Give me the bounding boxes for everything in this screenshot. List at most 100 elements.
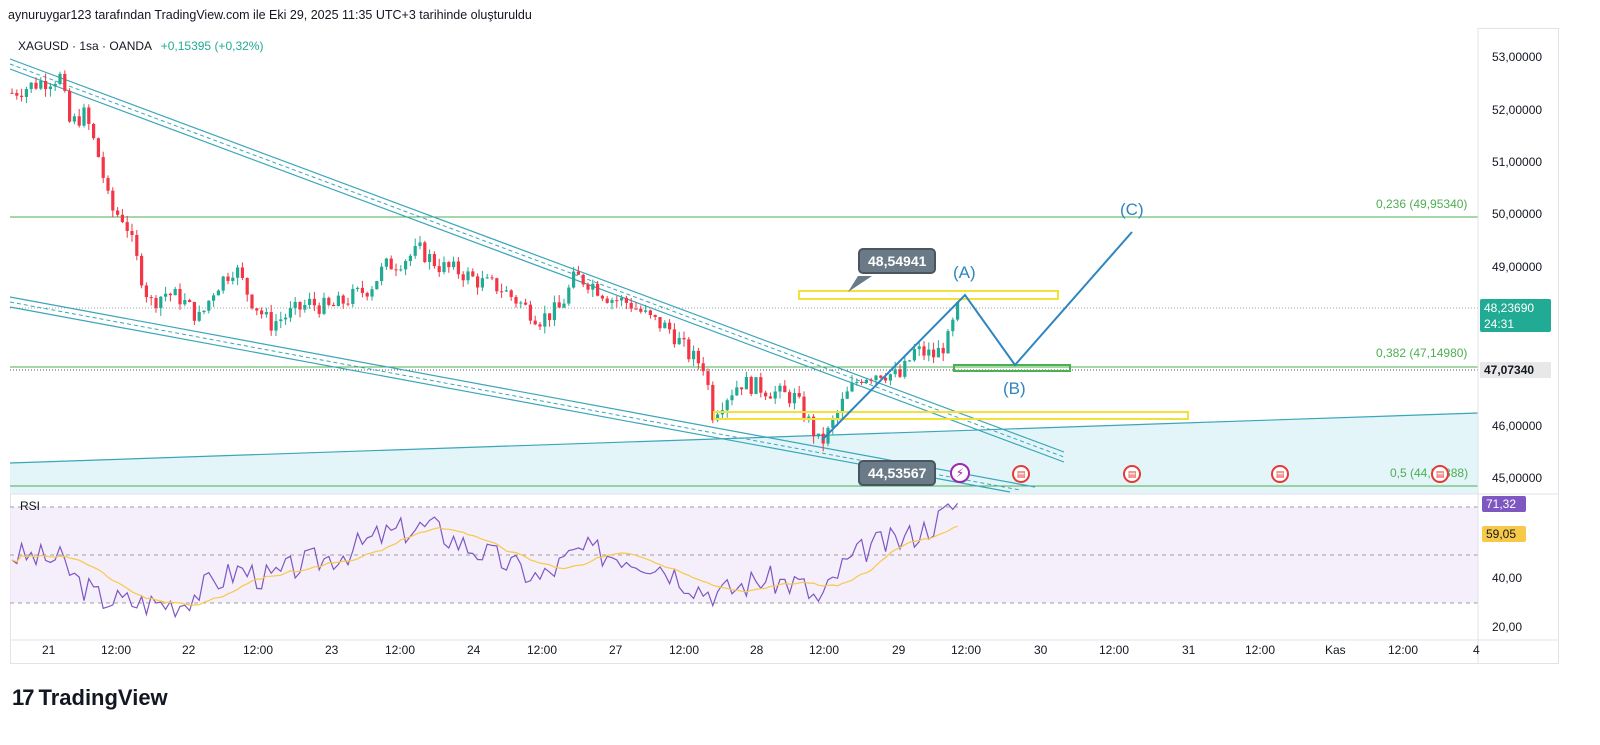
- candle-body: [725, 400, 729, 411]
- candle-body: [192, 301, 196, 321]
- candle-body: [816, 433, 820, 437]
- abc-wave-path[interactable]: [821, 231, 1133, 441]
- candle-body: [226, 276, 230, 281]
- time-axis-label: 12:00: [669, 643, 700, 657]
- candle-body: [111, 190, 115, 211]
- current-price-tag[interactable]: 48,23690 24:31: [1480, 299, 1551, 332]
- symbol-info[interactable]: XAGUSD · 1sa · OANDA +0,15395 (+0,32%): [18, 39, 263, 53]
- rsi-band: [10, 507, 1478, 603]
- support-zone-fill: [10, 413, 1478, 494]
- candle-body: [72, 116, 76, 122]
- tradingview-logo-mark: 17: [12, 685, 35, 710]
- candle-body: [140, 255, 144, 286]
- rsi-axis-label: 40,00: [1492, 571, 1523, 585]
- rsi-value: 71,32: [1486, 497, 1517, 511]
- resistance-box[interactable]: [798, 290, 1059, 300]
- candle-body: [802, 396, 806, 420]
- candle-body: [869, 379, 873, 381]
- candle-body: [322, 297, 326, 314]
- candle-body: [44, 80, 48, 90]
- candle-body: [490, 277, 494, 279]
- candle-body: [879, 375, 883, 378]
- candle-body: [15, 92, 19, 96]
- rsi-indicator-label[interactable]: RSI: [20, 499, 41, 513]
- candle-body: [82, 107, 86, 126]
- support-box[interactable]: [713, 411, 1189, 420]
- candle-body: [946, 331, 950, 354]
- candle-body: [159, 296, 163, 309]
- wave-b-label: (B): [1003, 379, 1026, 398]
- candle-body: [893, 369, 897, 375]
- candle-body: [903, 360, 907, 377]
- candle-body: [543, 313, 547, 327]
- high-price-callout[interactable]: 48,54941: [860, 250, 935, 272]
- time-axis-label: 12:00: [101, 643, 132, 657]
- tradingview-logo[interactable]: 17 TradingView: [12, 685, 168, 711]
- candle-body: [404, 261, 408, 270]
- candle-body: [183, 300, 187, 305]
- candle-body: [20, 95, 24, 97]
- time-axis-label: 21: [42, 643, 56, 657]
- lightning-event-icon[interactable]: ⚡: [950, 463, 970, 483]
- candle-body: [92, 123, 96, 139]
- us-event-flag-icon[interactable]: ▤: [1123, 465, 1141, 483]
- candle-body: [408, 255, 412, 262]
- target-b-box[interactable]: [953, 364, 1071, 372]
- candle-body: [207, 300, 211, 311]
- candle-body: [768, 396, 772, 399]
- candle-body: [370, 289, 374, 297]
- candle-body: [572, 271, 576, 288]
- candle-body: [797, 392, 801, 397]
- candle-body: [293, 301, 297, 309]
- candle-body: [360, 287, 364, 293]
- candle-body: [456, 261, 460, 275]
- candle-body: [303, 304, 307, 310]
- price-pane[interactable]: [10, 28, 1478, 494]
- candle-body: [888, 374, 892, 381]
- candle-body: [932, 349, 936, 358]
- low-price-callout[interactable]: 44,53567: [860, 462, 935, 484]
- candle-body: [240, 267, 244, 278]
- candle-body: [53, 84, 57, 87]
- candle-body: [452, 261, 456, 268]
- candle-body: [836, 412, 840, 420]
- candle-body: [629, 302, 633, 309]
- us-event-flag-icon[interactable]: ▤: [1431, 465, 1449, 483]
- candle-body: [336, 295, 340, 307]
- time-axis-label: 24: [467, 643, 481, 657]
- time-axis-label: 12:00: [527, 643, 558, 657]
- candle-body: [927, 349, 931, 356]
- us-event-flag-icon[interactable]: ▤: [1012, 465, 1030, 483]
- candle-body: [672, 329, 676, 345]
- candle-body: [168, 293, 172, 296]
- candle-body: [298, 301, 302, 310]
- candle-body: [10, 92, 14, 94]
- time-axis-label: 31: [1182, 643, 1196, 657]
- candle-body: [264, 312, 268, 315]
- candle-body: [245, 277, 249, 295]
- candle-body: [898, 369, 902, 377]
- us-event-flag-icon[interactable]: ▤: [1271, 465, 1289, 483]
- candle-body: [437, 266, 441, 273]
- candle-body: [68, 90, 72, 122]
- candle-body: [706, 371, 710, 385]
- chart-attribution: aynuruygar123 tarafından TradingView.com…: [8, 8, 532, 22]
- candle-body: [730, 395, 734, 401]
- candle-body: [96, 138, 100, 158]
- candle-body: [677, 337, 681, 345]
- support-trendline: [9, 412, 1479, 464]
- candle-body: [332, 304, 336, 307]
- candle-body: [236, 267, 240, 278]
- time-axis-label: 12:00: [1388, 643, 1419, 657]
- lower-channel[interactable]: [9, 296, 1036, 493]
- candle-body: [279, 319, 283, 322]
- price-axis-label: 45,00000: [1492, 471, 1543, 485]
- candle-body: [605, 298, 609, 303]
- marker-price-tag[interactable]: 47,07340: [1480, 362, 1551, 378]
- candle-body: [380, 266, 384, 282]
- upper-channel[interactable]: [9, 58, 1065, 463]
- candle-body: [418, 242, 422, 247]
- symbol-change: +0,15395 (+0,32%): [160, 39, 264, 53]
- candle-body: [562, 303, 566, 308]
